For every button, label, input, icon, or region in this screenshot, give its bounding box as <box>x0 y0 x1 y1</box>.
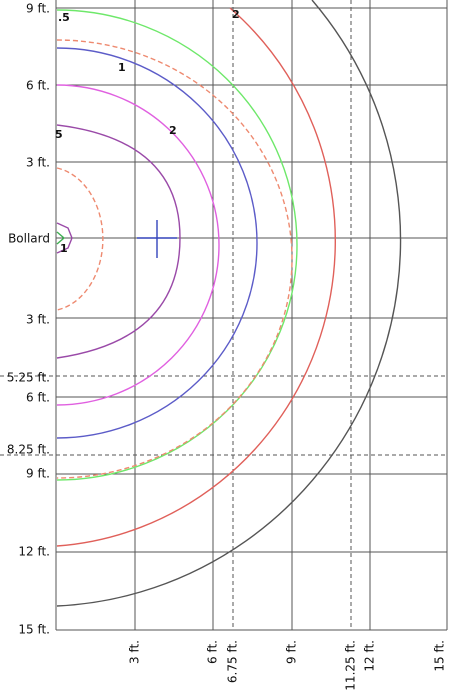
contour <box>56 39 293 479</box>
x-label: 9 ft. <box>285 640 299 664</box>
contour <box>56 231 66 245</box>
contour <box>56 9 298 481</box>
y-label: 15 ft. <box>18 623 50 637</box>
contour <box>56 84 220 406</box>
y-label: 9 ft. <box>26 2 50 16</box>
x-label: 6.75 ft. <box>226 640 240 683</box>
contour <box>56 124 181 359</box>
x-label: 12 ft. <box>363 640 377 672</box>
y-label: 12 ft. <box>18 545 50 559</box>
x-label: 6 ft. <box>206 640 220 664</box>
contour-label: .5 <box>58 11 70 24</box>
y-label: 9 ft. <box>26 467 50 481</box>
contour-label: 5 <box>55 128 63 141</box>
contour-label: 2 <box>232 8 240 21</box>
y-label: 8.25 ft. <box>7 443 50 457</box>
contour-label: 1 <box>60 242 68 255</box>
contour <box>56 47 258 439</box>
contour <box>56 7 336 547</box>
contours <box>56 0 402 607</box>
x-label: 15 ft. <box>433 640 447 672</box>
x-labels: 3 ft. 6 ft. 6.75 ft. 9 ft. 11.25 ft. 12 … <box>128 640 447 691</box>
x-label: 11.25 ft. <box>344 640 358 691</box>
y-label: 3 ft. <box>26 156 50 170</box>
y-label: 6 ft. <box>26 391 50 405</box>
y-label: 5.25 ft. <box>7 371 50 385</box>
y-label: 3 ft. <box>26 313 50 327</box>
x-label: 3 ft. <box>128 640 142 664</box>
contour-label: 1 <box>118 61 126 74</box>
y-labels: 9 ft. 6 ft. 3 ft. Bollard 3 ft. 5.25 ft.… <box>7 2 50 637</box>
contour-labels: .5 2 1 2 5 1 <box>55 8 240 255</box>
contour <box>56 167 104 311</box>
contour <box>56 222 73 254</box>
contour-label: 2 <box>169 124 177 137</box>
grid <box>0 0 448 631</box>
y-label: Bollard <box>8 232 50 246</box>
y-label: 6 ft. <box>26 79 50 93</box>
contour <box>56 0 402 607</box>
